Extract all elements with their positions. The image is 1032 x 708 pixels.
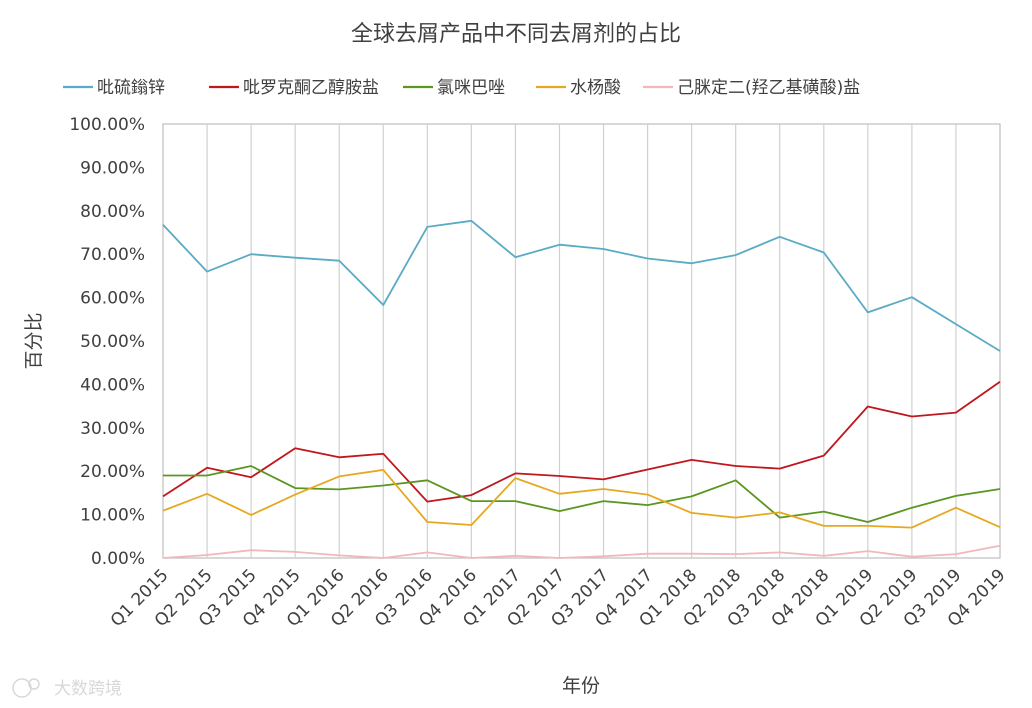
- watermark-logo-icon: [12, 678, 40, 698]
- series-line-2: [163, 465, 1001, 523]
- y-tick-label: 30.00%: [80, 419, 145, 439]
- y-tick-label: 40.00%: [80, 375, 145, 395]
- series-lines: [162, 219, 1001, 559]
- legend-label: 水杨酸: [570, 78, 621, 98]
- legend: 吡硫鎓锌 吡罗克酮乙醇胺盐 氯咪巴唑 水杨酸 己脒定二(羟乙基磺酸)盐: [63, 78, 860, 98]
- legend-label: 氯咪巴唑: [437, 78, 505, 98]
- series-line-3: [162, 468, 1001, 529]
- legend-item-3: 水杨酸: [536, 78, 621, 98]
- x-axis-title: 年份: [562, 675, 600, 697]
- series-line-1: [162, 381, 1001, 503]
- legend-label: 吡罗克酮乙醇胺盐: [243, 78, 379, 98]
- series-line-0: [162, 219, 1001, 352]
- plot-area: [162, 123, 1001, 559]
- y-tick-label: 70.00%: [80, 245, 145, 265]
- watermark: 大数跨境: [12, 678, 122, 699]
- y-tick-label: 20.00%: [80, 462, 145, 482]
- series-line-4: [162, 544, 1001, 559]
- y-tick-label: 100.00%: [69, 115, 145, 135]
- y-axis-ticks: 0.00% 10.00% 20.00% 30.00% 40.00% 50.00% 60.00…: [69, 115, 145, 569]
- legend-item-4: 己脒定二(羟乙基磺酸)盐: [643, 78, 860, 98]
- legend-label: 己脒定二(羟乙基磺酸)盐: [677, 78, 860, 98]
- chart-title: 全球去屑产品中不同去屑剂的占比: [351, 22, 681, 47]
- y-tick-label: 80.00%: [80, 202, 145, 222]
- legend-item-2: 氯咪巴唑: [403, 78, 505, 98]
- y-tick-label: 10.00%: [80, 506, 145, 526]
- y-tick-label: 90.00%: [80, 158, 145, 178]
- legend-item-1: 吡罗克酮乙醇胺盐: [209, 78, 379, 98]
- grid-lines: [206, 124, 957, 558]
- y-tick-label: 60.00%: [80, 289, 145, 309]
- watermark-text: 大数跨境: [54, 679, 122, 699]
- y-tick-label: 0.00%: [91, 549, 145, 569]
- legend-label: 吡硫鎓锌: [97, 78, 165, 98]
- y-tick-label: 50.00%: [80, 332, 145, 352]
- legend-item-0: 吡硫鎓锌: [63, 78, 165, 98]
- y-axis-title: 百分比: [23, 312, 45, 369]
